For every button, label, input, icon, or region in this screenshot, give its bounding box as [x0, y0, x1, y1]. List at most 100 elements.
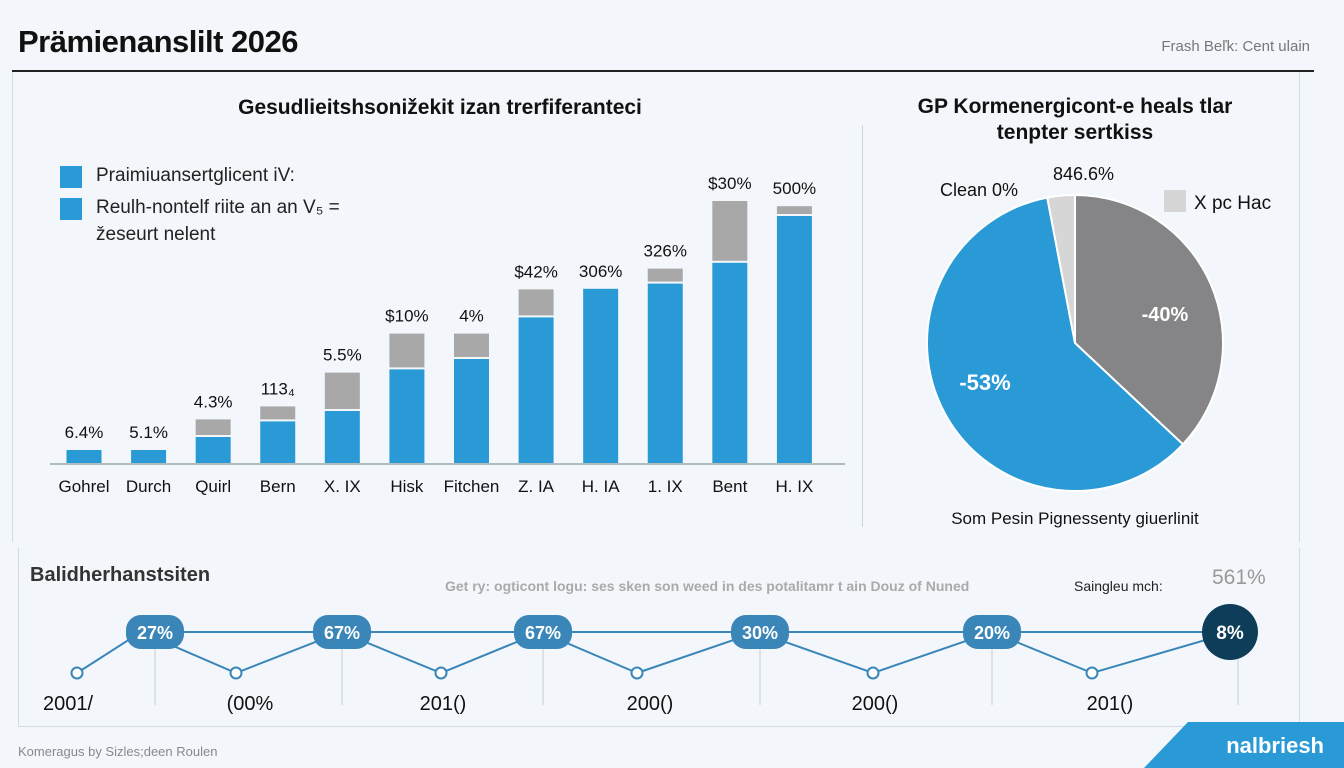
pie-slice: [926, 196, 1185, 492]
timeline-chart: 27% 67% 67% 30% 20% 8% 2001/ (00% 201() 200() 200(…: [43, 604, 1258, 715]
timeline-pill: [126, 615, 184, 649]
timeline-pill-label: 30%: [742, 623, 778, 643]
x-tick-label: X. IX: [324, 477, 361, 496]
bar-segment-primary: [454, 359, 489, 463]
bar-segment-secondary: [518, 289, 554, 316]
bar-segment-primary: [583, 288, 619, 463]
legend-swatch: [60, 198, 82, 220]
timeline-pill-label: 27%: [137, 623, 173, 643]
timeline-pill: [514, 615, 572, 649]
timeline-point: [70, 666, 84, 680]
bar-segment-secondary: [260, 406, 296, 420]
pie-slice: [1046, 193, 1076, 344]
bar-segment-secondary: [324, 372, 360, 409]
bar-segment-secondary: [389, 333, 425, 368]
bar-data-label: $42%: [514, 262, 557, 281]
timeline-x-label: (00%: [227, 693, 274, 715]
timeline-pill-label: 67%: [324, 623, 360, 643]
bar-segment-primary: [131, 450, 167, 463]
bar-segment-secondary: [647, 268, 683, 282]
bar-data-label: $30%: [708, 174, 751, 193]
x-tick-label: Bern: [260, 477, 296, 496]
x-tick-label: Bent: [712, 477, 747, 496]
timeline-x-label: 2001/: [43, 693, 93, 715]
timeline-x-label: 200(): [852, 693, 899, 715]
bar-segment-secondary: [776, 206, 812, 214]
timeline-summary-value: 561%: [1212, 566, 1266, 589]
timeline-pill: [731, 615, 789, 649]
bar-segment-primary: [518, 317, 554, 463]
bar-data-label: $10%: [385, 307, 428, 326]
chart-frame: [12, 72, 1300, 542]
timeline-line: [76, 630, 1234, 675]
legend-label: X pc Hac: [1194, 193, 1271, 214]
bar-data-label: 5.1%: [129, 423, 168, 442]
bar-segment-secondary: [454, 333, 489, 357]
x-tick-label: Gohrel: [58, 477, 109, 496]
bar-segment-primary: [195, 437, 231, 463]
bar-segment-secondary: [712, 201, 748, 261]
legend-item: Reulh-nontelf riite an an V₅ = žeseurt n…: [60, 194, 380, 248]
bar-data-label: 500%: [773, 179, 816, 198]
timeline-point: [229, 666, 243, 680]
bar-data-label: 4.3%: [194, 392, 233, 411]
brand-logo: nalbriesh: [1226, 733, 1324, 758]
bar-data-label: 5.5%: [323, 346, 362, 365]
bar-segment-primary: [260, 421, 296, 463]
timeline-x-label: 201(): [1087, 693, 1134, 715]
timeline-note-suffix: Saingleu mch:: [1074, 578, 1163, 594]
timeline-point: [434, 666, 448, 680]
timeline-point: [1085, 666, 1099, 680]
bar-data-label: 306%: [579, 262, 622, 281]
timeline-pill: [313, 615, 371, 649]
bar-data-label: 4%: [459, 307, 484, 326]
timeline-x-label: 201(): [420, 693, 467, 715]
timeline-pill: [963, 615, 1021, 649]
bar-data-label: 326%: [644, 242, 687, 261]
bar-chart-title: Gesudlieitshsonižekit izan trerfiferante…: [238, 96, 642, 119]
timeline-note: Get ry: ogticont logu: ses sken son weed…: [445, 578, 970, 594]
bar-segment-primary: [712, 262, 748, 463]
header-rule: [12, 70, 1314, 72]
bar-segment-primary: [324, 411, 360, 463]
pie-slice: [1074, 193, 1224, 446]
pie-slice-label: -53%: [959, 370, 1010, 395]
x-tick-label: H. IA: [582, 477, 620, 496]
pie-caption: Som Pesin Pignessenty giuerlinit: [951, 509, 1199, 528]
panel-divider: [862, 125, 863, 527]
timeline-point: [866, 666, 880, 680]
timeline-point: [630, 666, 644, 680]
bar-data-label: 113₄: [261, 379, 295, 398]
legend-label: Praimiuansertglicent iV:: [96, 165, 295, 186]
bar-legend: Praimiuansertglicent iV: Reulh-nontelf r…: [60, 165, 380, 248]
x-tick-label: H. IX: [776, 477, 814, 496]
bar-segment-primary: [647, 283, 683, 463]
x-tick-label: Fitchen: [444, 477, 500, 496]
timeline-highlight-point: [1202, 604, 1258, 660]
pie-outer-label: 846.6%: [1053, 164, 1114, 184]
timeline-pill-label: 8%: [1216, 623, 1244, 644]
pie-chart-title: GP Kormenergicont-e heals tlar tenpter s…: [917, 95, 1233, 144]
timeline-panel: [18, 548, 1300, 727]
bar-chart: 6.4% Gohrel 5.1% Durch 4.3% Quirl 113₄ Bern 5.5%…: [50, 174, 845, 496]
pie-slice-label: -40%: [1142, 304, 1189, 326]
timeline-pill-label: 20%: [974, 623, 1010, 643]
x-tick-label: 1. IX: [648, 477, 683, 496]
legend-label: Reulh-nontelf riite an an V₅ = žeseurt n…: [96, 197, 340, 245]
timeline-x-label: 200(): [627, 693, 674, 715]
legend-swatch: [1164, 190, 1186, 212]
bar-segment-primary: [776, 216, 812, 463]
x-tick-label: Quirl: [195, 477, 231, 496]
pie-chart: -53% -40% Clean 0% 846.6% X pc Hac: [926, 164, 1271, 492]
x-tick-label: Durch: [126, 477, 171, 496]
bar-segment-primary: [389, 369, 425, 463]
timeline-pill-label: 67%: [525, 623, 561, 643]
pie-outer-label: Clean 0%: [940, 180, 1018, 200]
bar-segment-primary: [66, 450, 102, 463]
x-tick-label: Hisk: [390, 477, 424, 496]
timeline-title: Balidherhanstsiten: [30, 564, 211, 586]
x-tick-label: Z. IA: [518, 477, 555, 496]
bar-data-label: 6.4%: [65, 423, 104, 442]
legend-item: Praimiuansertglicent iV:: [60, 165, 380, 188]
page-title: Prämienanslilt 2026: [18, 24, 299, 59]
